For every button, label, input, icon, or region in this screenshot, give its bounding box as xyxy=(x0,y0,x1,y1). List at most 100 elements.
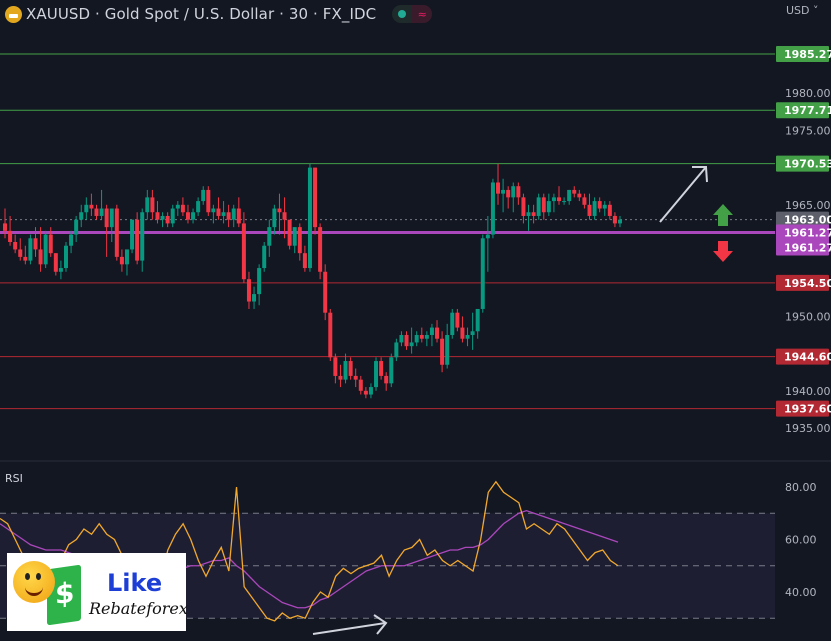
candle-body[interactable] xyxy=(84,204,89,213)
candle-body[interactable] xyxy=(252,294,257,302)
candle-body[interactable] xyxy=(160,215,165,220)
candle-body[interactable] xyxy=(318,227,323,272)
candle-body[interactable] xyxy=(180,204,185,213)
candle-body[interactable] xyxy=(541,197,546,213)
candle-body[interactable] xyxy=(404,335,409,347)
candle-body[interactable] xyxy=(145,197,150,213)
candle-body[interactable] xyxy=(516,186,521,198)
candle-body[interactable] xyxy=(196,201,201,213)
candle-body[interactable] xyxy=(74,219,79,235)
candle-body[interactable] xyxy=(333,357,338,376)
candle-body[interactable] xyxy=(618,219,622,224)
candle-body[interactable] xyxy=(23,256,28,261)
candle-body[interactable] xyxy=(211,208,216,213)
candle-body[interactable] xyxy=(69,234,74,246)
candle-body[interactable] xyxy=(602,204,607,209)
candle-body[interactable] xyxy=(521,197,526,216)
candle-body[interactable] xyxy=(546,201,551,213)
candle-body[interactable] xyxy=(409,342,414,347)
candle-body[interactable] xyxy=(557,197,562,202)
candle-body[interactable] xyxy=(531,212,536,216)
candle-body[interactable] xyxy=(3,223,7,231)
candle-body[interactable] xyxy=(419,335,424,339)
candle-body[interactable] xyxy=(475,308,480,332)
candle-body[interactable] xyxy=(236,208,241,224)
candle-body[interactable] xyxy=(572,189,577,194)
candle-body[interactable] xyxy=(506,189,511,198)
candle-body[interactable] xyxy=(567,189,572,202)
candle-body[interactable] xyxy=(257,268,262,295)
candle-body[interactable] xyxy=(485,234,490,239)
candle-body[interactable] xyxy=(460,327,465,339)
candle-body[interactable] xyxy=(511,186,516,198)
candle-body[interactable] xyxy=(582,197,587,205)
candle-body[interactable] xyxy=(206,189,211,213)
candle-body[interactable] xyxy=(226,212,231,220)
candle-body[interactable] xyxy=(368,387,373,395)
candle-body[interactable] xyxy=(170,208,175,224)
market-status-pill[interactable]: ≈ xyxy=(392,5,433,23)
candle-body[interactable] xyxy=(389,357,394,384)
candle-body[interactable] xyxy=(384,375,389,384)
currency-selector[interactable]: USD ˅ xyxy=(786,4,819,17)
candle-body[interactable] xyxy=(58,268,63,272)
candle-body[interactable] xyxy=(216,208,221,216)
candle-body[interactable] xyxy=(450,312,455,336)
candle-body[interactable] xyxy=(440,338,445,365)
candle-body[interactable] xyxy=(424,335,429,339)
candle-body[interactable] xyxy=(414,335,419,343)
candle-body[interactable] xyxy=(394,342,399,358)
candle-body[interactable] xyxy=(597,201,602,209)
candle-body[interactable] xyxy=(526,212,531,216)
candle-body[interactable] xyxy=(130,219,135,250)
candle-body[interactable] xyxy=(587,204,592,216)
candle-body[interactable] xyxy=(490,182,495,235)
candle-body[interactable] xyxy=(470,331,475,336)
rsi-indicator-label[interactable]: RSI xyxy=(5,472,23,485)
candle-body[interactable] xyxy=(201,189,206,202)
rebateforex-ad-banner[interactable]: $ Like Rebateforex xyxy=(7,553,188,631)
candle-body[interactable] xyxy=(328,312,333,358)
candle-body[interactable] xyxy=(155,212,160,220)
candle-body[interactable] xyxy=(267,227,272,246)
candle-body[interactable] xyxy=(592,201,597,216)
candle-body[interactable] xyxy=(109,208,114,228)
candle-body[interactable] xyxy=(63,245,68,269)
candle-body[interactable] xyxy=(282,212,287,220)
candle-body[interactable] xyxy=(465,335,470,339)
candle-body[interactable] xyxy=(43,234,48,265)
candle-body[interactable] xyxy=(33,238,38,250)
candle-body[interactable] xyxy=(297,227,302,254)
candle-body[interactable] xyxy=(607,204,612,216)
candle-body[interactable] xyxy=(185,212,190,220)
candle-body[interactable] xyxy=(536,197,541,216)
candle-body[interactable] xyxy=(94,208,99,216)
candle-body[interactable] xyxy=(246,279,251,302)
candle-body[interactable] xyxy=(379,361,384,376)
candle-body[interactable] xyxy=(99,208,104,216)
candle-body[interactable] xyxy=(429,327,434,336)
candle-body[interactable] xyxy=(140,212,145,261)
rsi-divergence-arrow[interactable] xyxy=(312,622,386,635)
candle-body[interactable] xyxy=(165,215,170,224)
candle-body[interactable] xyxy=(277,208,282,213)
candle-body[interactable] xyxy=(18,249,23,257)
candle-body[interactable] xyxy=(114,208,119,257)
candle-body[interactable] xyxy=(348,361,353,376)
candle-body[interactable] xyxy=(53,253,58,272)
candle-body[interactable] xyxy=(480,238,485,309)
symbol-title[interactable]: XAUUSD · Gold Spot / U.S. Dollar · 30 · … xyxy=(26,5,377,23)
candle-body[interactable] xyxy=(323,271,328,313)
candle-body[interactable] xyxy=(292,227,297,246)
candle-body[interactable] xyxy=(313,167,318,228)
candle-body[interactable] xyxy=(13,242,18,250)
candle-body[interactable] xyxy=(302,253,307,269)
candle-body[interactable] xyxy=(496,182,501,194)
candle-body[interactable] xyxy=(28,238,33,261)
candle-body[interactable] xyxy=(191,212,196,220)
candle-body[interactable] xyxy=(307,167,312,269)
candle-body[interactable] xyxy=(175,204,180,209)
candle-body[interactable] xyxy=(343,361,348,380)
candle-body[interactable] xyxy=(445,335,450,365)
